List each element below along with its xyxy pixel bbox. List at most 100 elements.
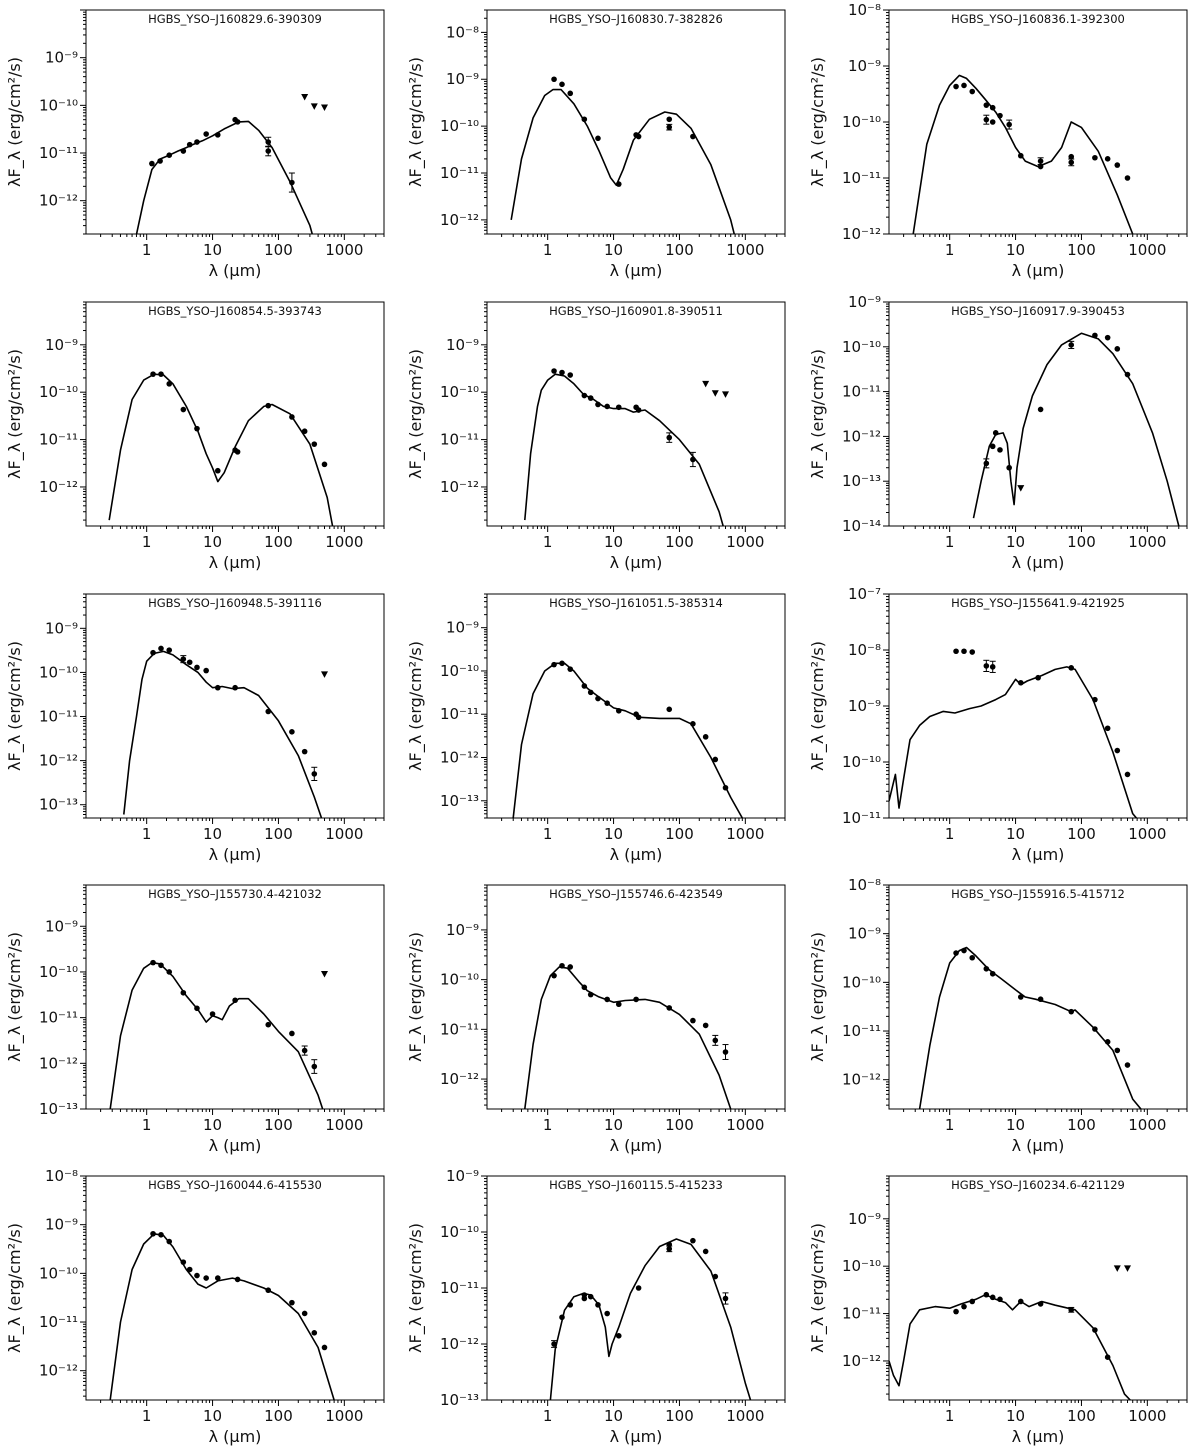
panel-title: HGBS_YSO–J160836.1-392300 <box>951 12 1125 26</box>
data-point <box>265 148 272 154</box>
data-point <box>551 1341 557 1347</box>
plot-frame <box>486 884 786 1110</box>
data-point <box>214 684 221 691</box>
y-tick-label: 10⁻¹³ <box>39 1100 78 1118</box>
data-point <box>214 132 221 138</box>
data-point <box>1092 154 1098 161</box>
data-point <box>969 88 976 95</box>
data-point <box>953 950 959 956</box>
x-tick-label: 100 <box>264 533 293 551</box>
y-axis-label: λF_λ (erg/cm²/s) <box>808 57 828 187</box>
data-point <box>1114 1047 1121 1054</box>
plot-frame <box>888 884 1188 1110</box>
y-axis-label: λF_λ (erg/cm²/s) <box>808 1223 828 1353</box>
data-point <box>1068 342 1075 348</box>
x-tick-label: 10 <box>604 1116 623 1134</box>
y-tick-label: 10⁻¹⁰ <box>39 383 78 401</box>
data-point <box>301 1047 308 1054</box>
panel-title: HGBS_YSO–J161051.5-385314 <box>549 596 723 610</box>
y-tick-label: 10⁻¹¹ <box>440 164 479 182</box>
data-point <box>690 456 696 463</box>
data-point <box>1114 747 1121 754</box>
y-axis-label: λF_λ (erg/cm²/s) <box>808 641 828 771</box>
x-tick-label: 1000 <box>325 241 363 259</box>
x-axis-label: λ (μm) <box>1012 1136 1065 1155</box>
data-point <box>150 1230 156 1237</box>
data-point <box>1017 1298 1024 1305</box>
upper-limit-marker <box>320 971 328 978</box>
model-sed-curve <box>918 946 1142 1109</box>
x-tick-label: 100 <box>665 241 694 259</box>
y-tick-label: 10⁻¹¹ <box>440 705 479 723</box>
x-tick-label: 1 <box>543 1407 553 1425</box>
data-point <box>1006 464 1012 471</box>
data-point <box>1017 679 1024 686</box>
y-axis-label: λF_λ (erg/cm²/s) <box>406 641 426 771</box>
data-point <box>1068 1307 1075 1313</box>
x-tick-label: 10 <box>203 825 222 843</box>
y-tick-label: 10⁻¹⁰ <box>842 113 881 131</box>
data-point <box>1104 156 1111 162</box>
x-tick-label: 10 <box>1006 1407 1025 1425</box>
y-tick-label: 10⁻¹¹ <box>39 1009 78 1027</box>
data-point <box>232 997 238 1004</box>
panel-title: HGBS_YSO–J155746.6-423549 <box>549 887 723 901</box>
x-tick-label: 1 <box>543 1116 553 1134</box>
plot-frame <box>85 9 385 235</box>
data-point <box>722 1049 729 1055</box>
x-tick-label: 10 <box>604 533 623 551</box>
data-point <box>997 112 1003 119</box>
data-point <box>559 81 565 88</box>
sed-panel: 1 10 100 1000 10⁻¹² 10⁻¹¹ 10⁻¹⁰ 10⁻⁹ 10⁻⁸ HGBS_YS… <box>808 1 1188 280</box>
data-point <box>604 403 610 410</box>
y-tick-label: 10⁻¹¹ <box>842 169 881 187</box>
data-point <box>321 461 328 468</box>
data-point <box>1017 152 1024 159</box>
data-point <box>1092 1026 1098 1032</box>
upper-limit-marker <box>310 103 318 110</box>
plot-frame <box>85 593 385 819</box>
x-tick-label: 1 <box>543 533 553 551</box>
data-point <box>559 962 565 969</box>
y-tick-label: 10⁻¹⁰ <box>39 96 78 114</box>
data-point <box>186 1266 193 1273</box>
data-point <box>289 179 295 186</box>
y-tick-label: 10⁻⁹ <box>45 619 78 637</box>
x-axis-label: λ (μm) <box>209 845 262 864</box>
data-point <box>666 1246 673 1252</box>
panel-title: HGBS_YSO–J155730.4-421032 <box>148 887 322 901</box>
model-sed-curve <box>512 662 743 818</box>
data-point <box>604 700 610 706</box>
data-point <box>158 645 164 652</box>
data-point <box>595 401 601 408</box>
y-tick-label: 10⁻⁹ <box>848 1210 881 1228</box>
x-tick-label: 1000 <box>726 1407 764 1425</box>
data-point <box>180 989 187 996</box>
data-point <box>595 135 601 142</box>
y-tick-label: 10⁻¹⁰ <box>842 973 881 991</box>
sed-panel: 1 10 100 1000 10⁻¹² 10⁻¹¹ 10⁻¹⁰ 10⁻⁹ HGBS_YSO–J1… <box>808 1175 1188 1446</box>
upper-limit-marker <box>711 390 719 397</box>
y-axis-label: λF_λ (erg/cm²/s) <box>808 932 828 1062</box>
data-point <box>234 1276 241 1283</box>
x-tick-label: 1000 <box>325 533 363 551</box>
x-tick-label: 1000 <box>325 1407 363 1425</box>
x-tick-label: 100 <box>1067 1407 1096 1425</box>
data-point <box>301 1310 308 1317</box>
data-point <box>997 1296 1003 1303</box>
data-point <box>1037 163 1044 170</box>
data-point <box>615 181 622 187</box>
x-tick-label: 1 <box>142 1407 152 1425</box>
x-tick-label: 1000 <box>1128 1116 1166 1134</box>
data-point <box>615 1001 622 1008</box>
upper-limit-marker <box>301 93 309 101</box>
sed-panel: 1 10 100 1000 10⁻¹¹ 10⁻¹⁰ 10⁻⁹ 10⁻⁸ 10⁻⁷ HGBS_YSO… <box>808 585 1188 864</box>
y-tick-label: 10⁻¹⁰ <box>440 1223 479 1241</box>
data-point <box>214 1275 221 1281</box>
x-tick-label: 1 <box>543 241 553 259</box>
y-tick-label: 10⁻¹³ <box>39 796 78 814</box>
y-tick-label: 10⁻⁸ <box>848 1 881 19</box>
data-point <box>969 649 976 655</box>
model-sed-curve <box>108 373 334 526</box>
panel-title: HGBS_YSO–J160854.5-393743 <box>148 304 322 318</box>
